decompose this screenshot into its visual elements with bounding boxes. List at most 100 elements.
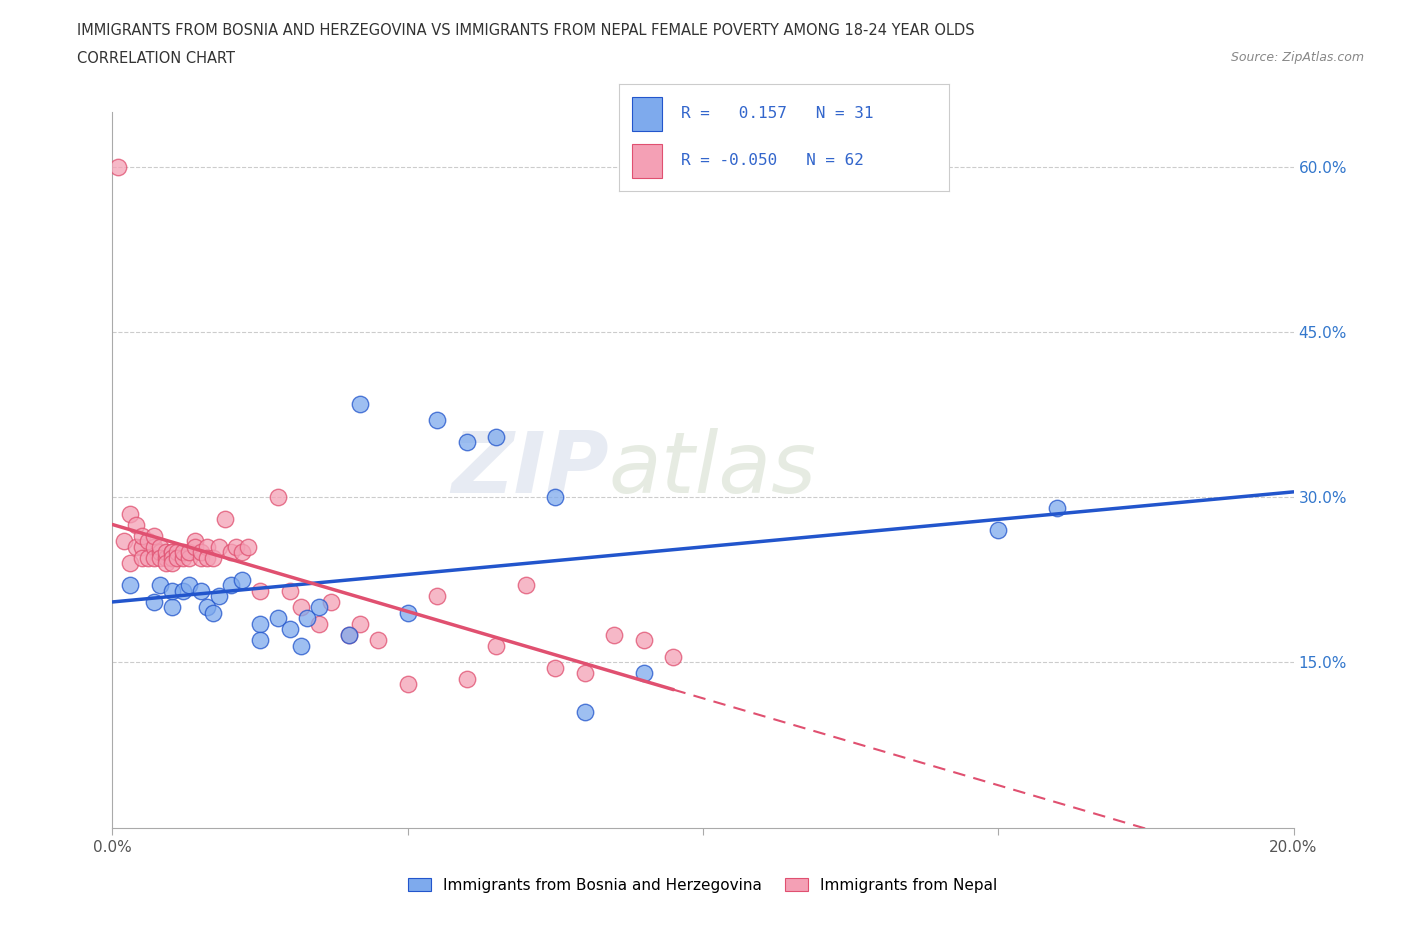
Text: CORRELATION CHART: CORRELATION CHART — [77, 51, 235, 66]
Point — [179, 545, 201, 560]
Point — [166, 545, 188, 560]
Point — [131, 528, 153, 543]
Point — [120, 506, 142, 521]
Point — [160, 545, 183, 560]
Point — [142, 551, 165, 565]
Point — [426, 589, 449, 604]
Point — [195, 600, 218, 615]
Point — [231, 545, 253, 560]
Point — [544, 660, 567, 675]
Point — [172, 583, 194, 598]
Point — [172, 551, 194, 565]
Point — [290, 639, 312, 654]
Point — [337, 628, 360, 643]
Point — [136, 551, 159, 565]
Point — [367, 633, 389, 648]
Point — [112, 534, 135, 549]
Point — [190, 551, 212, 565]
Point — [396, 605, 419, 620]
Point — [290, 600, 312, 615]
Text: Source: ZipAtlas.com: Source: ZipAtlas.com — [1230, 51, 1364, 64]
Point — [214, 512, 236, 526]
Legend: Immigrants from Bosnia and Herzegovina, Immigrants from Nepal: Immigrants from Bosnia and Herzegovina, … — [402, 871, 1004, 898]
Point — [278, 583, 301, 598]
Point — [172, 545, 194, 560]
Point — [456, 434, 478, 449]
Point — [485, 639, 508, 654]
Point — [149, 539, 172, 554]
Point — [231, 572, 253, 587]
Point — [278, 622, 301, 637]
Point — [155, 545, 177, 560]
Point — [308, 600, 330, 615]
Text: ZIP: ZIP — [451, 428, 609, 512]
Point — [308, 617, 330, 631]
Point — [987, 523, 1010, 538]
Point — [574, 666, 596, 681]
Point — [149, 545, 172, 560]
Point — [201, 551, 224, 565]
Point — [179, 551, 201, 565]
Point — [184, 534, 207, 549]
Point — [249, 633, 271, 648]
Point — [160, 545, 183, 560]
Point — [184, 539, 207, 554]
Point — [142, 594, 165, 609]
Point — [166, 551, 188, 565]
Point — [456, 671, 478, 686]
Point — [149, 578, 172, 592]
Point — [179, 578, 201, 592]
Point — [219, 578, 242, 592]
Point — [319, 594, 342, 609]
Point — [125, 539, 148, 554]
Point — [633, 633, 655, 648]
Text: R =   0.157   N = 31: R = 0.157 N = 31 — [682, 106, 875, 121]
Point — [201, 605, 224, 620]
Point — [249, 583, 271, 598]
Point — [131, 539, 153, 554]
Text: IMMIGRANTS FROM BOSNIA AND HERZEGOVINA VS IMMIGRANTS FROM NEPAL FEMALE POVERTY A: IMMIGRANTS FROM BOSNIA AND HERZEGOVINA V… — [77, 23, 974, 38]
Point — [120, 578, 142, 592]
Point — [125, 517, 148, 532]
Point — [337, 628, 360, 643]
Point — [1046, 500, 1069, 515]
Point — [267, 490, 290, 505]
Point — [208, 589, 231, 604]
Point — [160, 583, 183, 598]
Bar — [631, 143, 662, 178]
Point — [515, 578, 537, 592]
Point — [297, 611, 319, 626]
Point — [131, 551, 153, 565]
Text: R = -0.050   N = 62: R = -0.050 N = 62 — [682, 153, 865, 168]
Point — [349, 396, 371, 411]
Point — [267, 611, 290, 626]
Point — [225, 539, 247, 554]
Point — [574, 705, 596, 720]
Point — [426, 413, 449, 428]
Point — [238, 539, 260, 554]
Point — [544, 490, 567, 505]
Point — [208, 539, 231, 554]
Point — [249, 617, 271, 631]
Point — [195, 539, 218, 554]
Point — [195, 551, 218, 565]
Point — [149, 551, 172, 565]
Text: atlas: atlas — [609, 428, 817, 512]
Point — [107, 159, 129, 174]
Point — [485, 429, 508, 444]
Point — [160, 551, 183, 565]
Point — [136, 534, 159, 549]
Bar — [631, 97, 662, 131]
Point — [190, 583, 212, 598]
Point — [603, 628, 626, 643]
Point — [190, 545, 212, 560]
Point — [155, 551, 177, 565]
Point — [396, 677, 419, 692]
Point — [160, 556, 183, 571]
Point — [120, 556, 142, 571]
Point — [160, 600, 183, 615]
Point — [633, 666, 655, 681]
Point — [349, 617, 371, 631]
Point — [142, 528, 165, 543]
Point — [219, 545, 242, 560]
